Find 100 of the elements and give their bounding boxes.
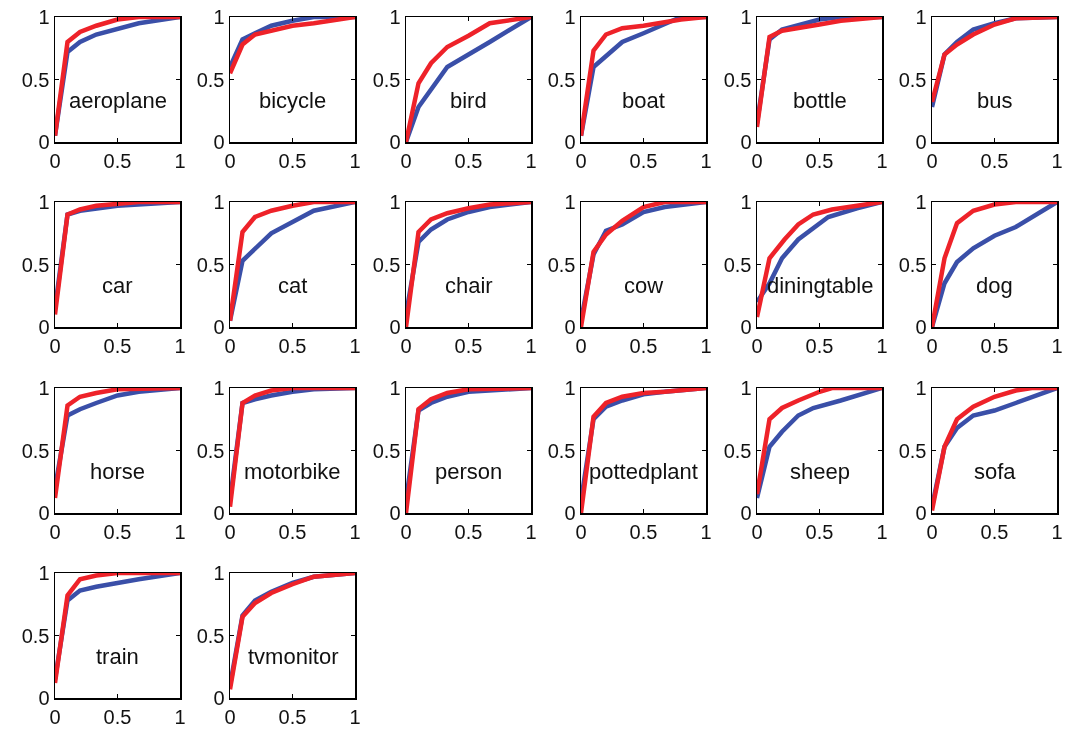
y-tick-label: 0 [564, 501, 576, 524]
x-tick-label: 0.5 [278, 149, 307, 172]
x-tick-label: 1 [174, 149, 186, 172]
x-tick-label: 0.5 [980, 149, 1009, 172]
y-tick-label: 0 [915, 501, 927, 524]
y-tick-label: 0.5 [21, 68, 50, 91]
y-tick-label: 0 [564, 316, 576, 339]
annotation: aeroplane [69, 88, 167, 113]
annotation: car [102, 273, 133, 299]
x-tick-label: 0.5 [454, 520, 483, 543]
x-tick-label: 0.5 [805, 520, 833, 543]
x-tick-label: 1 [174, 520, 186, 543]
y-tick-label: 0 [389, 316, 401, 339]
x-tick-label: 1 [876, 334, 888, 357]
annotation: bicycle [259, 88, 327, 113]
y-tick-label: 0 [915, 131, 927, 153]
y-tick-label: 0.5 [547, 439, 576, 462]
x-tick-label: 1 [700, 520, 712, 543]
y-tick-label: 0 [389, 501, 401, 524]
y-tick-label: 0 [564, 131, 576, 153]
annotation: train [96, 643, 139, 669]
x-tick-label: 1 [700, 149, 712, 172]
x-tick-label: 1 [349, 705, 361, 728]
y-tick-label: 0.5 [372, 253, 401, 276]
x-tick-label: 0.5 [103, 149, 132, 172]
y-tick-label: 0 [38, 686, 50, 709]
annotation: chair [444, 273, 493, 299]
x-tick-label: 0.5 [278, 705, 307, 728]
y-tick-label: 0 [213, 501, 225, 524]
y-tick-label: 0.5 [898, 253, 927, 276]
y-tick-label: 0 [389, 131, 401, 153]
x-tick-label: 1 [349, 334, 361, 357]
x-tick-label: 0.5 [278, 334, 307, 357]
annotation: bus [977, 88, 1013, 113]
y-tick-label: 0.5 [898, 68, 927, 91]
x-tick-label: 1 [1051, 149, 1063, 172]
y-tick-label: 0.5 [723, 439, 752, 462]
annotation: diningtable [766, 273, 874, 299]
x-tick-label: 1 [174, 334, 186, 357]
y-tick-label: 1 [38, 376, 50, 399]
x-tick-label: 0.5 [805, 334, 833, 357]
x-tick-label: 1 [174, 705, 186, 728]
y-tick-label: 1 [38, 191, 50, 214]
x-tick-label: 0.5 [454, 334, 483, 357]
annotation: sheep [789, 458, 850, 484]
y-tick-label: 0.5 [547, 68, 576, 91]
x-tick-label: 1 [525, 334, 537, 357]
x-tick-label: 1 [700, 334, 712, 357]
x-tick-label: 0.5 [629, 149, 658, 172]
y-tick-label: 0.5 [21, 624, 50, 647]
y-tick-label: 1 [564, 376, 576, 399]
x-tick-label: 1 [525, 149, 537, 172]
y-tick-label: 1 [213, 561, 225, 584]
y-tick-label: 0 [38, 501, 50, 524]
y-tick-label: 0.5 [547, 253, 576, 276]
y-tick-label: 0 [38, 316, 50, 339]
y-tick-label: 1 [915, 376, 927, 399]
y-tick-label: 1 [915, 6, 927, 28]
y-tick-label: 0 [213, 131, 225, 153]
x-tick-label: 1 [1051, 520, 1063, 543]
y-tick-label: 0.5 [372, 68, 401, 91]
x-tick-label: 0.5 [805, 149, 833, 172]
y-tick-label: 1 [38, 561, 50, 584]
y-tick-label: 0.5 [372, 439, 401, 462]
annotation: cow [624, 273, 664, 299]
y-tick-label: 1 [213, 191, 225, 214]
x-tick-label: 1 [349, 149, 361, 172]
annotation: sofa [974, 458, 1017, 484]
y-tick-label: 0 [739, 131, 752, 153]
annotation: dog [976, 273, 1013, 299]
x-tick-label: 0.5 [454, 149, 483, 172]
y-tick-label: 0 [213, 316, 225, 339]
y-tick-label: 1 [915, 191, 927, 214]
x-tick-label: 0.5 [103, 520, 132, 543]
y-tick-label: 0.5 [197, 253, 225, 276]
y-tick-label: 0.5 [197, 439, 225, 462]
y-tick-label: 0 [739, 501, 752, 524]
annotation: cat [278, 273, 308, 299]
annotation: bottle [792, 88, 847, 113]
y-tick-label: 0.5 [197, 68, 225, 91]
x-tick-label: 1 [525, 520, 537, 543]
annotation: motorbike [244, 458, 341, 484]
y-tick-label: 0.5 [21, 253, 50, 276]
annotation: pottedplant [589, 458, 699, 484]
x-tick-label: 0.5 [629, 520, 658, 543]
x-tick-label: 0.5 [629, 334, 658, 357]
x-tick-label: 0.5 [980, 334, 1009, 357]
y-tick-label: 1 [564, 191, 576, 214]
y-tick-label: 1 [389, 376, 401, 399]
y-tick-label: 1 [739, 376, 752, 399]
y-tick-label: 1 [739, 191, 752, 214]
x-tick-label: 0.5 [103, 705, 132, 728]
annotation: horse [90, 458, 146, 484]
x-tick-label: 0.5 [980, 520, 1009, 543]
y-tick-label: 1 [38, 6, 50, 28]
y-tick-label: 0.5 [197, 624, 225, 647]
annotation: person [434, 458, 503, 484]
annotation: bird [449, 88, 487, 113]
y-tick-label: 0 [915, 316, 927, 339]
y-tick-label: 0 [739, 316, 752, 339]
